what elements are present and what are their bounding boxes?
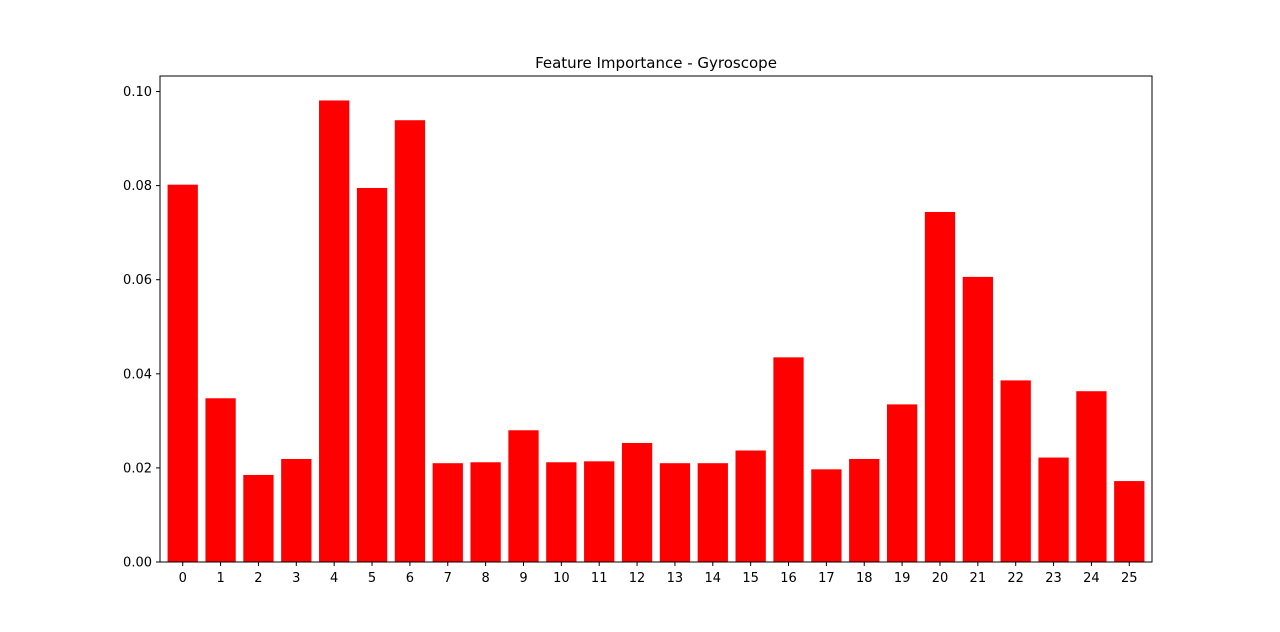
x-tick-label: 11 xyxy=(591,571,608,586)
bar-8 xyxy=(470,462,501,562)
y-axis: 0.00 0.02 0.04 0.06 0.08 0.10 xyxy=(123,85,160,571)
x-tick-label: 7 xyxy=(444,571,452,586)
x-tick-label: 14 xyxy=(705,571,722,586)
x-tick-label: 10 xyxy=(553,571,570,586)
x-tick-label: 25 xyxy=(1121,571,1138,586)
x-tick-label: 15 xyxy=(742,571,759,586)
x-tick-label: 1 xyxy=(216,571,224,586)
bar-14 xyxy=(697,463,728,562)
x-tick-label: 13 xyxy=(667,571,684,586)
x-tick-label: 0 xyxy=(179,571,187,586)
y-tick-label: 0.04 xyxy=(123,367,152,382)
bar-22 xyxy=(1000,380,1031,562)
x-tick-label: 2 xyxy=(254,571,262,586)
x-tick-label: 24 xyxy=(1083,571,1100,586)
x-tick-label: 22 xyxy=(1007,571,1024,586)
y-tick-label: 0.10 xyxy=(123,85,152,100)
bar-17 xyxy=(811,469,842,562)
bar-7 xyxy=(432,463,463,562)
x-tick-label: 19 xyxy=(894,571,911,586)
bar-0 xyxy=(167,184,198,562)
x-tick-label: 4 xyxy=(330,571,338,586)
bar-12 xyxy=(621,442,653,562)
bar-9 xyxy=(508,430,539,562)
bar-5 xyxy=(356,187,388,562)
bar-21 xyxy=(962,276,993,562)
y-tick-label: 0.06 xyxy=(123,273,152,288)
x-tick-label: 8 xyxy=(481,571,489,586)
x-tick-label: 20 xyxy=(932,571,949,586)
bar-13 xyxy=(659,463,691,562)
bar-3 xyxy=(281,458,312,562)
x-tick-label: 5 xyxy=(368,571,376,586)
bar-6 xyxy=(394,120,426,562)
bar-23 xyxy=(1038,457,1069,562)
y-tick-label: 0.08 xyxy=(123,179,152,194)
bar-4 xyxy=(319,100,350,563)
x-tick-label: 16 xyxy=(780,571,797,586)
y-tick-label: 0.00 xyxy=(123,556,152,571)
bar-19 xyxy=(886,404,918,562)
x-tick-label: 12 xyxy=(629,571,646,586)
x-tick-label: 3 xyxy=(292,571,300,586)
bar-2 xyxy=(243,474,274,562)
bar-11 xyxy=(584,461,615,562)
x-tick-label: 21 xyxy=(970,571,987,586)
bar-25 xyxy=(1114,481,1145,562)
bar-10 xyxy=(546,462,577,562)
x-tick-label: 18 xyxy=(856,571,873,586)
bar-24 xyxy=(1076,391,1107,562)
bar-16 xyxy=(773,357,804,562)
x-tick-label: 9 xyxy=(519,571,527,586)
bar-20 xyxy=(924,211,956,562)
bar-1 xyxy=(205,398,236,562)
x-tick-label: 17 xyxy=(818,571,835,586)
x-axis: 0 1 2 3 4 5 6 7 8 9 10 11 12 13 14 15 16 17 18 19 20 21 22 23 24… xyxy=(179,562,1138,586)
plot-area-frame xyxy=(159,75,1153,563)
x-tick-label: 6 xyxy=(406,571,414,586)
y-tick-label: 0.02 xyxy=(123,461,152,476)
chart-title: Feature Importance - Gyroscope xyxy=(535,54,777,72)
bar-15 xyxy=(735,450,766,562)
bar-18 xyxy=(849,458,880,562)
x-tick-label: 23 xyxy=(1045,571,1062,586)
bars-group xyxy=(167,100,1145,563)
